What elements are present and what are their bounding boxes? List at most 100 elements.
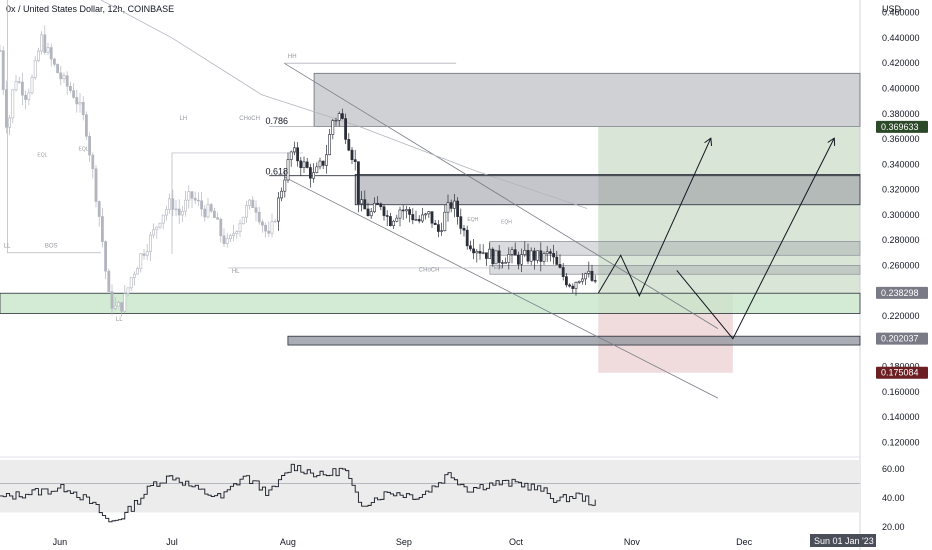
- candle: [366, 202, 370, 217]
- candle: [219, 217, 223, 243]
- candle-body: [324, 154, 328, 166]
- price-tick-label: 0.120000: [882, 437, 920, 447]
- candle: [72, 83, 76, 99]
- candle-body: [430, 211, 434, 224]
- candle-body: [280, 190, 284, 199]
- price-badge-bg: [876, 120, 928, 133]
- candle: [171, 189, 175, 217]
- candle-body: [155, 226, 159, 231]
- candle: [577, 280, 581, 285]
- candle: [459, 208, 463, 235]
- candle-body: [465, 229, 469, 247]
- candle: [376, 196, 380, 205]
- candle-body: [507, 254, 511, 263]
- candle-body: [193, 197, 197, 201]
- candle-body: [72, 90, 76, 98]
- candle: [574, 281, 578, 296]
- candle: [158, 222, 162, 229]
- candle: [478, 244, 482, 260]
- rsi-band: [0, 460, 860, 513]
- candle: [24, 90, 28, 110]
- eqh-label-1: EQH: [467, 217, 478, 223]
- candle-body: [69, 86, 72, 91]
- candle: [372, 197, 376, 214]
- candle: [472, 238, 476, 260]
- candle-body: [532, 250, 536, 261]
- eql-label-2: EQL: [79, 146, 89, 152]
- candle: [260, 219, 264, 233]
- candle: [593, 275, 597, 284]
- candle: [1, 46, 5, 95]
- candle-body: [81, 102, 85, 116]
- candle-body: [494, 250, 498, 265]
- candle: [43, 25, 47, 55]
- candle-body: [555, 256, 559, 265]
- candle-body: [149, 234, 152, 252]
- price-badge-text: 0.175084: [881, 368, 919, 378]
- candle-body: [65, 75, 69, 87]
- candle-body: [46, 47, 50, 53]
- candle-body: [552, 253, 556, 258]
- candle: [360, 191, 364, 212]
- candle: [0, 44, 2, 52]
- candle-body: [299, 160, 303, 168]
- candle-body: [283, 179, 287, 192]
- candle-body: [574, 282, 578, 289]
- price-tick-label: 0.280000: [882, 235, 920, 245]
- candle: [190, 190, 194, 209]
- candle-body: [286, 159, 290, 181]
- candle-body: [388, 216, 392, 226]
- date-badge-text: Sun 01 Jan '23: [814, 536, 874, 546]
- candle: [129, 276, 133, 292]
- candle-body: [513, 249, 517, 256]
- candle-body: [331, 120, 335, 135]
- candle: [513, 242, 517, 256]
- supply-small-2-zone: [489, 265, 861, 275]
- candle: [113, 297, 117, 311]
- candle: [184, 190, 188, 217]
- candle-body: [356, 161, 360, 205]
- candle: [286, 152, 290, 183]
- channel-upper-line: [283, 62, 719, 329]
- candle: [363, 190, 367, 210]
- candle: [225, 232, 229, 248]
- candle-body: [366, 208, 370, 217]
- choch-label-2: CHoCH: [419, 268, 440, 274]
- candle-body: [0, 50, 2, 52]
- candle: [347, 133, 351, 152]
- candle: [155, 226, 159, 239]
- candle-body: [334, 119, 338, 122]
- candle: [536, 250, 540, 264]
- candle-body: [459, 216, 463, 229]
- candle-body: [481, 252, 485, 254]
- candle-body: [94, 168, 98, 202]
- candle-body: [414, 219, 418, 221]
- rsi-line: [0, 463, 596, 523]
- candle: [52, 57, 56, 67]
- candle: [334, 117, 338, 126]
- candle-body: [257, 211, 261, 223]
- price-tick-label: 0.300000: [882, 210, 920, 220]
- candle-body: [270, 221, 274, 234]
- candle: [516, 251, 520, 270]
- candle: [436, 220, 440, 238]
- candle-body: [241, 216, 245, 225]
- candle: [395, 214, 399, 223]
- candle: [308, 163, 312, 188]
- price-badge-text: 0.369633: [881, 122, 919, 132]
- price-badge-stop: 0.175084: [876, 366, 928, 379]
- candle-body: [49, 47, 53, 60]
- candle: [388, 212, 392, 227]
- candle: [75, 89, 79, 113]
- rsi-tick-label: 60.00: [882, 464, 905, 474]
- candle: [145, 243, 149, 261]
- candle-body: [372, 202, 376, 213]
- candle: [443, 204, 447, 232]
- candle-body: [107, 270, 111, 292]
- candle: [36, 47, 40, 63]
- candle: [350, 147, 354, 165]
- candle: [420, 207, 424, 224]
- candle: [561, 263, 565, 281]
- candle-body: [587, 270, 591, 274]
